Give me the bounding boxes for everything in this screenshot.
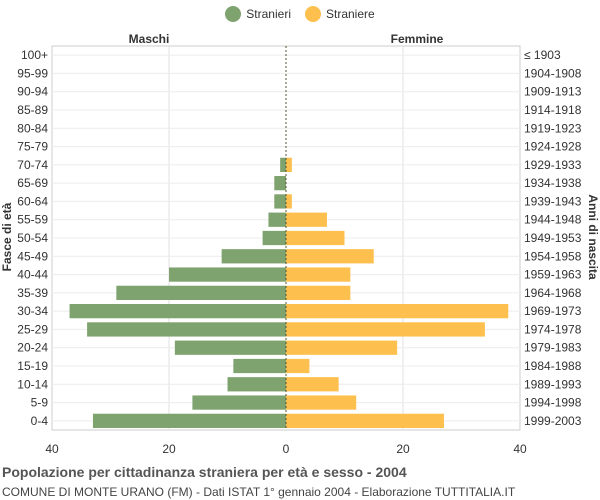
birth-year-label: 1904-1908 [524, 66, 582, 80]
chart-subtitle: COMUNE DI MONTE URANO (FM) - Dati ISTAT … [2, 485, 516, 499]
bar-straniere-30-34 [286, 304, 509, 319]
birth-year-label: ≤ 1903 [524, 48, 561, 62]
x-tick-label: 0 [283, 442, 290, 456]
bar-straniere-70-74 [286, 157, 292, 172]
age-group-label: 40-44 [17, 268, 48, 282]
bar-straniere-5-9 [286, 395, 357, 410]
age-group-label: 20-24 [17, 341, 48, 355]
bar-straniere-45-49 [286, 249, 374, 264]
age-group-label: 25-29 [17, 322, 48, 336]
birth-year-label: 1929-1933 [524, 158, 582, 172]
age-group-label: 30-34 [17, 304, 48, 318]
bar-stranieri-45-49 [221, 249, 286, 264]
y-axis-right-label: Anni di nascita [586, 194, 600, 280]
bar-straniere-15-19 [286, 358, 310, 374]
age-group-label: 50-54 [17, 231, 48, 245]
y-axis-left-label: Fasce di età [0, 202, 14, 271]
birth-year-label: 1949-1953 [524, 231, 582, 245]
age-group-label: 10-14 [17, 377, 48, 391]
bar-straniere-10-14 [286, 377, 339, 392]
x-tick-label: 40 [45, 442, 59, 456]
bar-straniere-0-4 [286, 413, 444, 428]
age-group-label: 45-49 [17, 249, 48, 263]
birth-year-label: 1989-1993 [524, 377, 582, 391]
birth-year-label: 1939-1943 [524, 194, 582, 208]
birth-year-label: 1969-1973 [524, 304, 582, 318]
bar-stranieri-30-34 [69, 304, 286, 319]
birth-year-label: 1984-1988 [524, 359, 582, 373]
bar-straniere-25-29 [286, 322, 485, 337]
legend-label-straniere: Straniere [325, 7, 375, 21]
bar-stranieri-60-64 [274, 194, 286, 209]
age-group-label: 80-84 [17, 121, 48, 135]
age-group-label: 85-89 [17, 103, 48, 117]
bar-straniere-20-24 [286, 340, 398, 355]
x-tick-label: 20 [162, 442, 176, 456]
bar-stranieri-5-9 [192, 395, 286, 410]
x-tick-label: 40 [513, 442, 527, 456]
bar-stranieri-70-74 [280, 157, 286, 172]
birth-year-label: 1944-1948 [524, 213, 582, 227]
birth-year-label: 1934-1938 [524, 176, 582, 190]
bar-straniere-60-64 [286, 194, 292, 209]
x-tick-label: 20 [396, 442, 410, 456]
bar-stranieri-55-59 [268, 212, 286, 227]
bar-stranieri-25-29 [87, 322, 286, 337]
right-panel-label: Femmine [391, 32, 444, 46]
legend: Stranieri Straniere [0, 6, 600, 22]
bar-straniere-40-44 [286, 267, 351, 282]
bar-stranieri-15-19 [233, 358, 286, 374]
left-panel-label: Maschi [129, 32, 170, 46]
bar-stranieri-20-24 [174, 340, 286, 355]
age-group-label: 70-74 [17, 158, 48, 172]
age-group-label: 0-4 [31, 414, 49, 428]
age-group-label: 100+ [21, 48, 48, 62]
bar-straniere-50-54 [286, 230, 345, 246]
birth-year-label: 1964-1968 [524, 286, 582, 300]
chart-title: Popolazione per cittadinanza straniera p… [2, 464, 407, 480]
birth-year-label: 1909-1913 [524, 85, 582, 99]
legend-item-stranieri[interactable]: Stranieri [225, 6, 291, 22]
bar-stranieri-40-44 [169, 267, 286, 282]
age-group-label: 90-94 [17, 85, 48, 99]
birth-year-label: 1979-1983 [524, 341, 582, 355]
bar-stranieri-35-39 [116, 285, 286, 300]
birth-year-label: 1914-1918 [524, 103, 582, 117]
birth-year-label: 1999-2003 [524, 414, 582, 428]
bar-stranieri-65-69 [274, 176, 286, 191]
legend-swatch-straniere [304, 6, 321, 22]
birth-year-label: 1959-1963 [524, 268, 582, 282]
birth-year-label: 1919-1923 [524, 121, 582, 135]
bar-straniere-35-39 [286, 285, 351, 300]
birth-year-label: 1954-1958 [524, 249, 582, 263]
bar-straniere-55-59 [286, 212, 327, 227]
legend-label-stranieri: Stranieri [246, 7, 291, 21]
birth-year-label: 1974-1978 [524, 322, 582, 336]
legend-item-straniere[interactable]: Straniere [304, 6, 375, 22]
bar-stranieri-50-54 [262, 230, 286, 246]
birth-year-label: 1994-1998 [524, 396, 582, 410]
age-group-label: 75-79 [17, 140, 48, 154]
age-group-label: 60-64 [17, 194, 48, 208]
age-group-label: 95-99 [17, 66, 48, 80]
age-group-label: 5-9 [31, 396, 49, 410]
birth-year-label: 1924-1928 [524, 140, 582, 154]
age-group-label: 65-69 [17, 176, 48, 190]
bar-stranieri-10-14 [227, 377, 286, 392]
age-group-label: 15-19 [17, 359, 48, 373]
age-group-label: 55-59 [17, 213, 48, 227]
bar-stranieri-0-4 [92, 413, 286, 428]
legend-swatch-stranieri [225, 6, 242, 22]
age-group-label: 35-39 [17, 286, 48, 300]
